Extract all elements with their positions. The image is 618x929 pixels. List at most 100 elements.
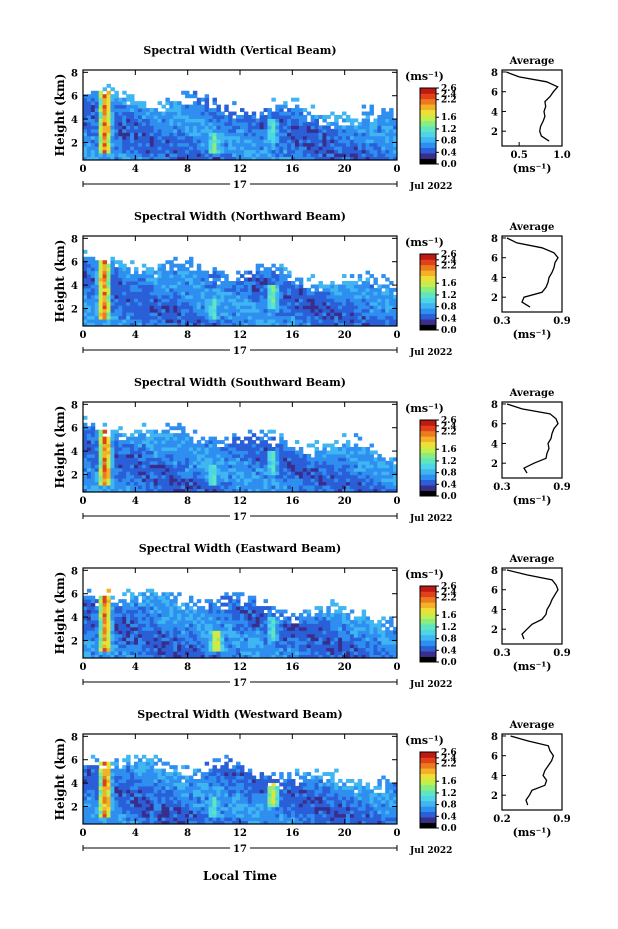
heatmap-cell <box>322 651 327 656</box>
heatmap-cell <box>145 599 151 604</box>
heatmap-cell <box>204 291 210 296</box>
heatmap-cell <box>188 298 194 303</box>
heatmap-cell <box>114 433 119 438</box>
heatmap-cell <box>122 298 127 303</box>
heatmap-cell <box>357 301 363 306</box>
heatmap-cell <box>86 588 92 593</box>
heatmap-cell <box>153 153 159 158</box>
heatmap-cell <box>153 613 159 617</box>
heatmap-cell <box>122 142 127 147</box>
heatmap-cell <box>318 606 323 611</box>
heatmap-cell <box>338 478 343 483</box>
heatmap-cell <box>381 128 386 133</box>
heatmap-cell <box>220 139 225 144</box>
colorbar-segment <box>420 430 436 437</box>
profile-title: Average <box>509 56 555 67</box>
heatmap-cell <box>381 305 386 310</box>
profile-y-tick-label: 4 <box>491 439 498 450</box>
heatmap-cell <box>212 651 217 656</box>
heatmap-cell <box>188 637 194 642</box>
heatmap-cell <box>373 153 378 158</box>
heatmap-cell <box>275 156 280 161</box>
heatmap-cell <box>208 606 214 611</box>
heatmap-cell <box>349 485 355 490</box>
heatmap-cell <box>185 108 190 113</box>
heatmap-cell <box>393 319 398 324</box>
heatmap-cell <box>134 630 139 635</box>
heatmap-cell <box>251 121 257 126</box>
heatmap-cell <box>326 322 331 327</box>
heatmap-cell <box>137 616 143 621</box>
heatmap-cell <box>165 485 170 490</box>
heatmap-cell <box>302 315 308 320</box>
heatmap-cell <box>338 132 343 137</box>
heatmap-cell <box>291 305 296 310</box>
heatmap-cell <box>94 447 100 451</box>
heatmap-cell <box>267 277 272 282</box>
heatmap-cell <box>98 111 104 116</box>
heatmap-cell <box>263 440 268 445</box>
heatmap-cell <box>236 128 241 133</box>
heatmap-cell <box>314 298 319 303</box>
heatmap-cell <box>161 270 166 275</box>
heatmap-cell <box>137 111 143 116</box>
heatmap-cell <box>228 599 233 604</box>
heatmap-cell <box>141 308 147 313</box>
heatmap-cell <box>310 115 316 119</box>
heatmap-cell <box>228 630 233 635</box>
heatmap-cell <box>247 312 253 317</box>
heatmap-cell <box>232 132 237 137</box>
heatmap-cell <box>291 613 296 617</box>
heatmap-cell <box>271 125 276 130</box>
heatmap-cell <box>130 121 135 126</box>
heatmap-cell <box>373 488 378 493</box>
heatmap-cell <box>294 149 300 154</box>
heatmap-cell <box>126 619 131 624</box>
heatmap-cell <box>185 640 190 645</box>
heatmap-cell <box>90 433 96 438</box>
heatmap-cell <box>181 644 186 649</box>
heatmap-cell <box>149 291 155 296</box>
heatmap-cell <box>291 478 296 483</box>
heatmap-cell <box>130 118 135 123</box>
heatmap-cell <box>236 619 241 624</box>
heatmap-cell <box>141 651 147 656</box>
heatmap-cell <box>126 315 131 320</box>
heatmap-cell <box>236 149 241 154</box>
heatmap-cell <box>122 488 127 493</box>
heatmap-cell <box>275 644 280 649</box>
heatmap-cell <box>173 609 178 614</box>
heatmap-cell <box>134 270 139 275</box>
heatmap-cell <box>122 464 127 469</box>
heatmap-cell <box>106 626 111 631</box>
heatmap-cell <box>141 312 147 317</box>
heatmap-cell <box>334 298 339 303</box>
heatmap-cell <box>165 637 170 642</box>
heatmap-cell <box>114 260 119 265</box>
heatmap-cell <box>247 651 253 656</box>
heatmap-cell <box>130 626 135 631</box>
heatmap-cell <box>204 644 210 649</box>
heatmap-cell <box>298 121 304 126</box>
heatmap-cell <box>243 305 249 310</box>
heatmap-cell <box>110 87 115 92</box>
heatmap-cell <box>94 478 100 483</box>
heatmap-cell <box>165 481 170 486</box>
heatmap-cell <box>126 139 131 144</box>
heatmap-cell <box>393 485 398 490</box>
heatmap-cell <box>145 298 151 303</box>
heatmap-cell <box>291 453 296 458</box>
heatmap-cell <box>263 433 268 438</box>
heatmap-cell <box>86 111 92 116</box>
heatmap-cell <box>243 467 249 472</box>
heatmap-cell <box>122 471 127 476</box>
heatmap-cell <box>106 315 111 320</box>
heatmap-cell <box>134 115 139 119</box>
heatmap-cell <box>228 121 233 126</box>
heatmap-cell <box>126 294 131 299</box>
heatmap-cell <box>279 298 284 303</box>
heatmap-cell <box>314 619 319 624</box>
heatmap-cell <box>263 132 268 137</box>
heatmap-cell <box>200 97 206 102</box>
heatmap-cell <box>145 267 151 272</box>
